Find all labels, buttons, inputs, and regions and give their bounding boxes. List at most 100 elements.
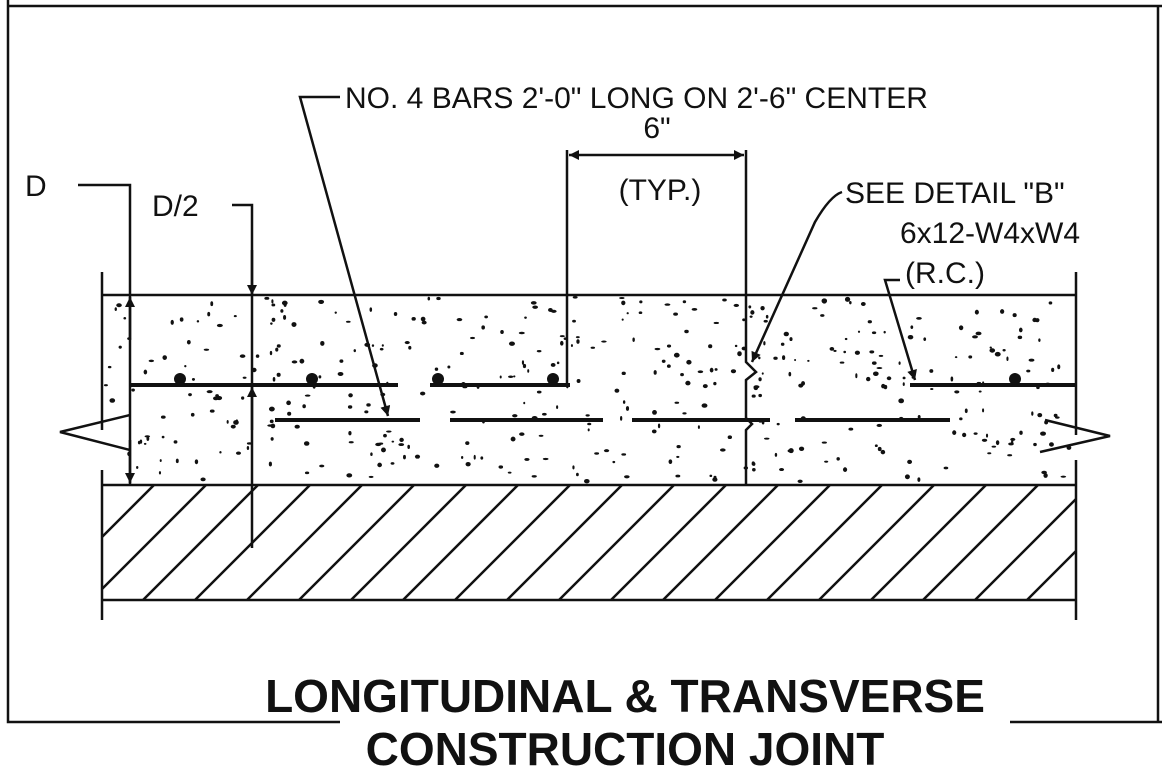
speckle <box>752 468 756 472</box>
speckle <box>518 331 525 335</box>
speckle <box>291 322 297 327</box>
speckle <box>880 449 886 455</box>
speckle <box>989 348 996 353</box>
speckle <box>283 315 287 320</box>
hatch-line <box>102 485 103 487</box>
speckle <box>973 432 978 435</box>
speckle <box>524 316 527 319</box>
speckle <box>722 298 727 302</box>
speckle <box>173 440 178 444</box>
speckle <box>218 396 221 400</box>
speckle <box>536 390 542 394</box>
speckle <box>843 350 847 354</box>
speckle <box>619 416 623 421</box>
speckle <box>797 479 803 484</box>
speckle <box>682 300 687 304</box>
speckle <box>403 454 406 460</box>
hatch-line <box>102 485 155 539</box>
speckle <box>143 442 147 445</box>
speckle <box>481 325 485 330</box>
speckle <box>587 428 590 432</box>
speckle <box>407 444 411 450</box>
speckle <box>763 319 768 323</box>
joint <box>744 150 758 485</box>
speckle <box>789 337 793 342</box>
speckle <box>987 452 992 455</box>
speckle <box>209 409 215 413</box>
speckle <box>242 376 247 379</box>
speckle <box>190 412 195 417</box>
speckle <box>162 355 167 360</box>
speckle <box>625 406 630 411</box>
speckle <box>765 314 769 319</box>
speckle <box>962 432 967 438</box>
speckle <box>657 423 661 429</box>
speckle <box>798 446 805 451</box>
speckle <box>910 325 914 329</box>
speckle <box>524 457 530 461</box>
note: D/2 <box>152 190 199 223</box>
speckle <box>348 393 353 398</box>
speckle <box>668 459 673 465</box>
speckle <box>585 414 590 417</box>
speckle <box>950 376 954 382</box>
speckle <box>370 452 373 456</box>
note: (TYP.) <box>619 174 702 207</box>
speckle <box>866 376 871 382</box>
break-line <box>1039 418 1111 454</box>
speckle <box>345 320 351 323</box>
speckle <box>788 448 794 454</box>
speckle <box>788 371 792 377</box>
speckle <box>902 376 906 380</box>
speckle <box>364 410 369 414</box>
slab-edges <box>100 272 1078 620</box>
bars-leader <box>298 95 391 417</box>
speckle <box>917 414 921 419</box>
speckle <box>519 432 525 436</box>
speckle <box>1012 313 1017 318</box>
speckle <box>294 424 300 429</box>
speckle <box>116 303 122 308</box>
speckle <box>742 318 746 322</box>
hatch-line <box>662 485 779 600</box>
speckle <box>255 354 260 358</box>
hatch-line <box>350 485 467 600</box>
speckle <box>420 391 426 396</box>
speckle <box>867 320 872 324</box>
speckle <box>758 393 762 398</box>
hatch-line <box>506 485 623 600</box>
d2-leader <box>232 203 254 548</box>
speckle <box>576 379 581 383</box>
speckle <box>844 296 851 302</box>
speckle <box>447 365 451 369</box>
speckle <box>872 371 879 377</box>
speckle <box>779 468 785 472</box>
speckle <box>676 455 680 458</box>
speckle <box>849 300 852 305</box>
speckle <box>682 412 687 415</box>
speckle <box>839 361 845 364</box>
speckle <box>763 437 770 440</box>
speckle <box>499 375 502 379</box>
speckle <box>210 301 214 307</box>
speckle <box>334 311 337 314</box>
speckle <box>572 465 575 470</box>
hatch-line <box>558 485 675 600</box>
speckle <box>874 444 878 447</box>
speckle <box>730 369 737 374</box>
speckle <box>761 372 764 375</box>
speckle <box>714 368 718 371</box>
speckle <box>268 461 272 467</box>
speckle <box>1010 437 1016 441</box>
speckle <box>235 419 239 424</box>
speckle <box>590 346 596 349</box>
hatch-line <box>246 485 363 600</box>
hatch-line <box>818 485 935 600</box>
speckle <box>820 314 825 317</box>
speckle <box>697 370 704 374</box>
speckle <box>470 336 475 340</box>
speckle <box>675 474 681 478</box>
hatch-line <box>766 485 883 600</box>
speckle <box>235 451 241 455</box>
speckle <box>436 296 441 301</box>
